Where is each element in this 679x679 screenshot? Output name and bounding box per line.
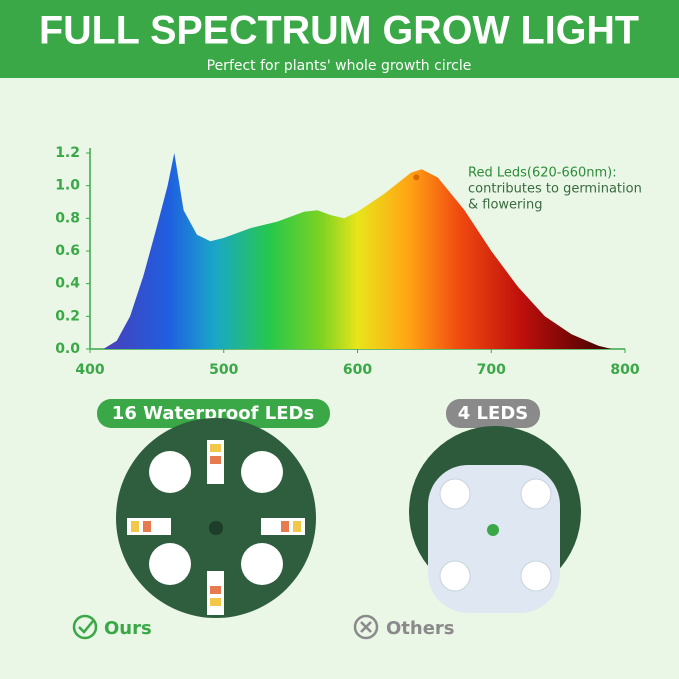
others-label: Others bbox=[386, 618, 455, 639]
badge bbox=[446, 399, 540, 428]
header-band bbox=[0, 0, 679, 78]
x-tick-label: 700 bbox=[477, 362, 506, 378]
x-tick-label: 400 bbox=[75, 362, 104, 378]
y-tick-label: 0.2 bbox=[55, 308, 80, 324]
y-tick-label: 0.4 bbox=[55, 276, 80, 292]
badge-text: 4 LEDS bbox=[458, 403, 528, 424]
subtitle: Perfect for plants' whole growth circle bbox=[207, 58, 472, 74]
y-tick-label: 1.2 bbox=[55, 145, 80, 161]
y-tick-label: 1.0 bbox=[55, 178, 80, 194]
board-ours bbox=[116, 418, 316, 618]
y-tick-label: 0.0 bbox=[55, 341, 80, 357]
spectrum-area bbox=[103, 153, 612, 349]
badge bbox=[97, 399, 330, 428]
y-tick-label: 0.8 bbox=[55, 210, 80, 226]
x-tick-label: 800 bbox=[610, 362, 639, 378]
cross-icon bbox=[353, 614, 379, 640]
chart: 0.0 0.2 0.4 0.6 0.8 1.0 1.2 400 500 600 700 800 Red … bbox=[55, 145, 642, 378]
y-tick-label: 0.6 bbox=[55, 243, 80, 259]
title: FULL SPECTRUM GROW LIGHT bbox=[39, 9, 639, 53]
annotation-text: Red Leds(620-660nm): bbox=[468, 166, 617, 181]
x-tick-label: 500 bbox=[209, 362, 238, 378]
board-others bbox=[409, 426, 581, 613]
x-tick-label: 600 bbox=[343, 362, 372, 378]
ours-label: Ours bbox=[104, 618, 152, 639]
annotation-dot bbox=[413, 174, 420, 181]
badge-text: 16 Waterproof LEDs bbox=[112, 403, 314, 424]
check-icon bbox=[72, 614, 98, 640]
annotation-text: contributes to germination bbox=[468, 182, 642, 197]
annotation-text: & flowering bbox=[468, 198, 543, 213]
